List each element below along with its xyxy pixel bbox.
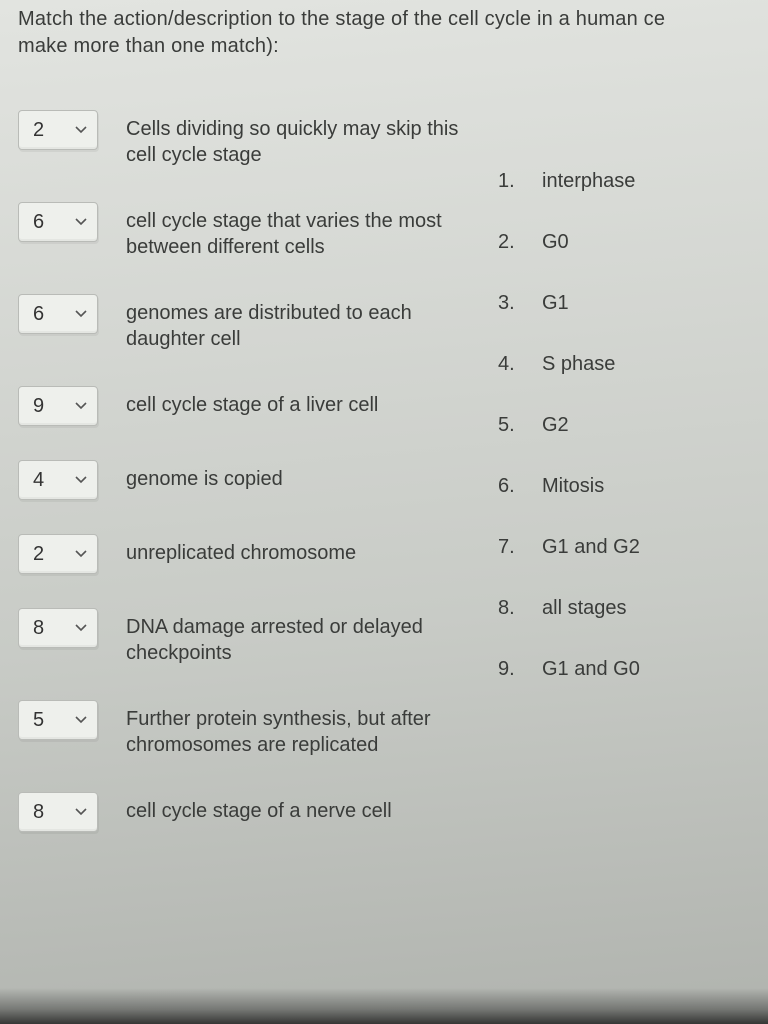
- chevron-down-icon: [75, 548, 87, 560]
- answer-select[interactable]: 6: [18, 294, 98, 334]
- match-description: genome is copied: [126, 460, 283, 492]
- answer-label: G1 and G2: [542, 536, 640, 559]
- header-line2: make more than one match):: [18, 33, 750, 60]
- match-description: cell cycle stage of a liver cell: [126, 386, 378, 418]
- select-value: 4: [33, 469, 44, 492]
- content-area: 2 Cells dividing so quickly may skip thi…: [18, 110, 750, 866]
- answer-option: 7. G1 and G2: [498, 536, 750, 559]
- answer-label: all stages: [542, 597, 627, 620]
- answer-label: S phase: [542, 353, 615, 376]
- answer-option: 4. S phase: [498, 353, 750, 376]
- match-description: DNA damage arrested or delayed checkpoin…: [126, 608, 488, 666]
- answer-label: G1: [542, 292, 569, 315]
- answer-label: G0: [542, 231, 569, 254]
- chevron-down-icon: [75, 622, 87, 634]
- answer-option: 8. all stages: [498, 597, 750, 620]
- question-header: Match the action/description to the stag…: [18, 0, 750, 60]
- answer-number: 9.: [498, 658, 528, 681]
- match-row: 6 genomes are distributed to each daught…: [18, 294, 488, 352]
- select-value: 5: [33, 709, 44, 732]
- answer-number: 4.: [498, 353, 528, 376]
- select-value: 8: [33, 801, 44, 824]
- header-line1: Match the action/description to the stag…: [18, 6, 750, 33]
- select-value: 2: [33, 543, 44, 566]
- answer-key-column: 1. interphase 2. G0 3. G1 4. S phase 5. …: [488, 110, 750, 866]
- chevron-down-icon: [75, 474, 87, 486]
- match-row: 4 genome is copied: [18, 460, 488, 500]
- answer-option: 3. G1: [498, 292, 750, 315]
- select-value: 8: [33, 617, 44, 640]
- match-row: 9 cell cycle stage of a liver cell: [18, 386, 488, 426]
- answer-number: 5.: [498, 414, 528, 437]
- match-description: Cells dividing so quickly may skip this …: [126, 110, 488, 168]
- answer-number: 7.: [498, 536, 528, 559]
- select-value: 9: [33, 395, 44, 418]
- select-value: 6: [33, 211, 44, 234]
- match-row: 2 unreplicated chromosome: [18, 534, 488, 574]
- match-column: 2 Cells dividing so quickly may skip thi…: [18, 110, 488, 866]
- answer-number: 6.: [498, 475, 528, 498]
- chevron-down-icon: [75, 124, 87, 136]
- match-description: genomes are distributed to each daughter…: [126, 294, 488, 352]
- answer-label: G2: [542, 414, 569, 437]
- match-row: 2 Cells dividing so quickly may skip thi…: [18, 110, 488, 168]
- answer-select[interactable]: 5: [18, 700, 98, 740]
- match-description: cell cycle stage that varies the most be…: [126, 202, 488, 260]
- answer-select[interactable]: 8: [18, 792, 98, 832]
- chevron-down-icon: [75, 400, 87, 412]
- chevron-down-icon: [75, 308, 87, 320]
- match-description: cell cycle stage of a nerve cell: [126, 792, 392, 824]
- chevron-down-icon: [75, 806, 87, 818]
- chevron-down-icon: [75, 714, 87, 726]
- answer-select[interactable]: 9: [18, 386, 98, 426]
- match-row: 8 cell cycle stage of a nerve cell: [18, 792, 488, 832]
- answer-label: Mitosis: [542, 475, 604, 498]
- answer-select[interactable]: 2: [18, 110, 98, 150]
- answer-option: 2. G0: [498, 231, 750, 254]
- answer-select[interactable]: 4: [18, 460, 98, 500]
- answer-label: interphase: [542, 170, 635, 193]
- match-row: 5 Further protein synthesis, but after c…: [18, 700, 488, 758]
- match-row: 6 cell cycle stage that varies the most …: [18, 202, 488, 260]
- answer-number: 1.: [498, 170, 528, 193]
- match-description: Further protein synthesis, but after chr…: [126, 700, 488, 758]
- chevron-down-icon: [75, 216, 87, 228]
- photo-bottom-edge: [0, 988, 768, 1024]
- answer-label: G1 and G0: [542, 658, 640, 681]
- answer-select[interactable]: 2: [18, 534, 98, 574]
- match-row: 8 DNA damage arrested or delayed checkpo…: [18, 608, 488, 666]
- answer-option: 6. Mitosis: [498, 475, 750, 498]
- answer-select[interactable]: 8: [18, 608, 98, 648]
- answer-option: 5. G2: [498, 414, 750, 437]
- answer-select[interactable]: 6: [18, 202, 98, 242]
- page: Match the action/description to the stag…: [0, 0, 768, 1024]
- answer-option: 9. G1 and G0: [498, 658, 750, 681]
- select-value: 6: [33, 303, 44, 326]
- answer-number: 3.: [498, 292, 528, 315]
- answer-number: 2.: [498, 231, 528, 254]
- answer-option: 1. interphase: [498, 170, 750, 193]
- answer-number: 8.: [498, 597, 528, 620]
- select-value: 2: [33, 119, 44, 142]
- match-description: unreplicated chromosome: [126, 534, 356, 566]
